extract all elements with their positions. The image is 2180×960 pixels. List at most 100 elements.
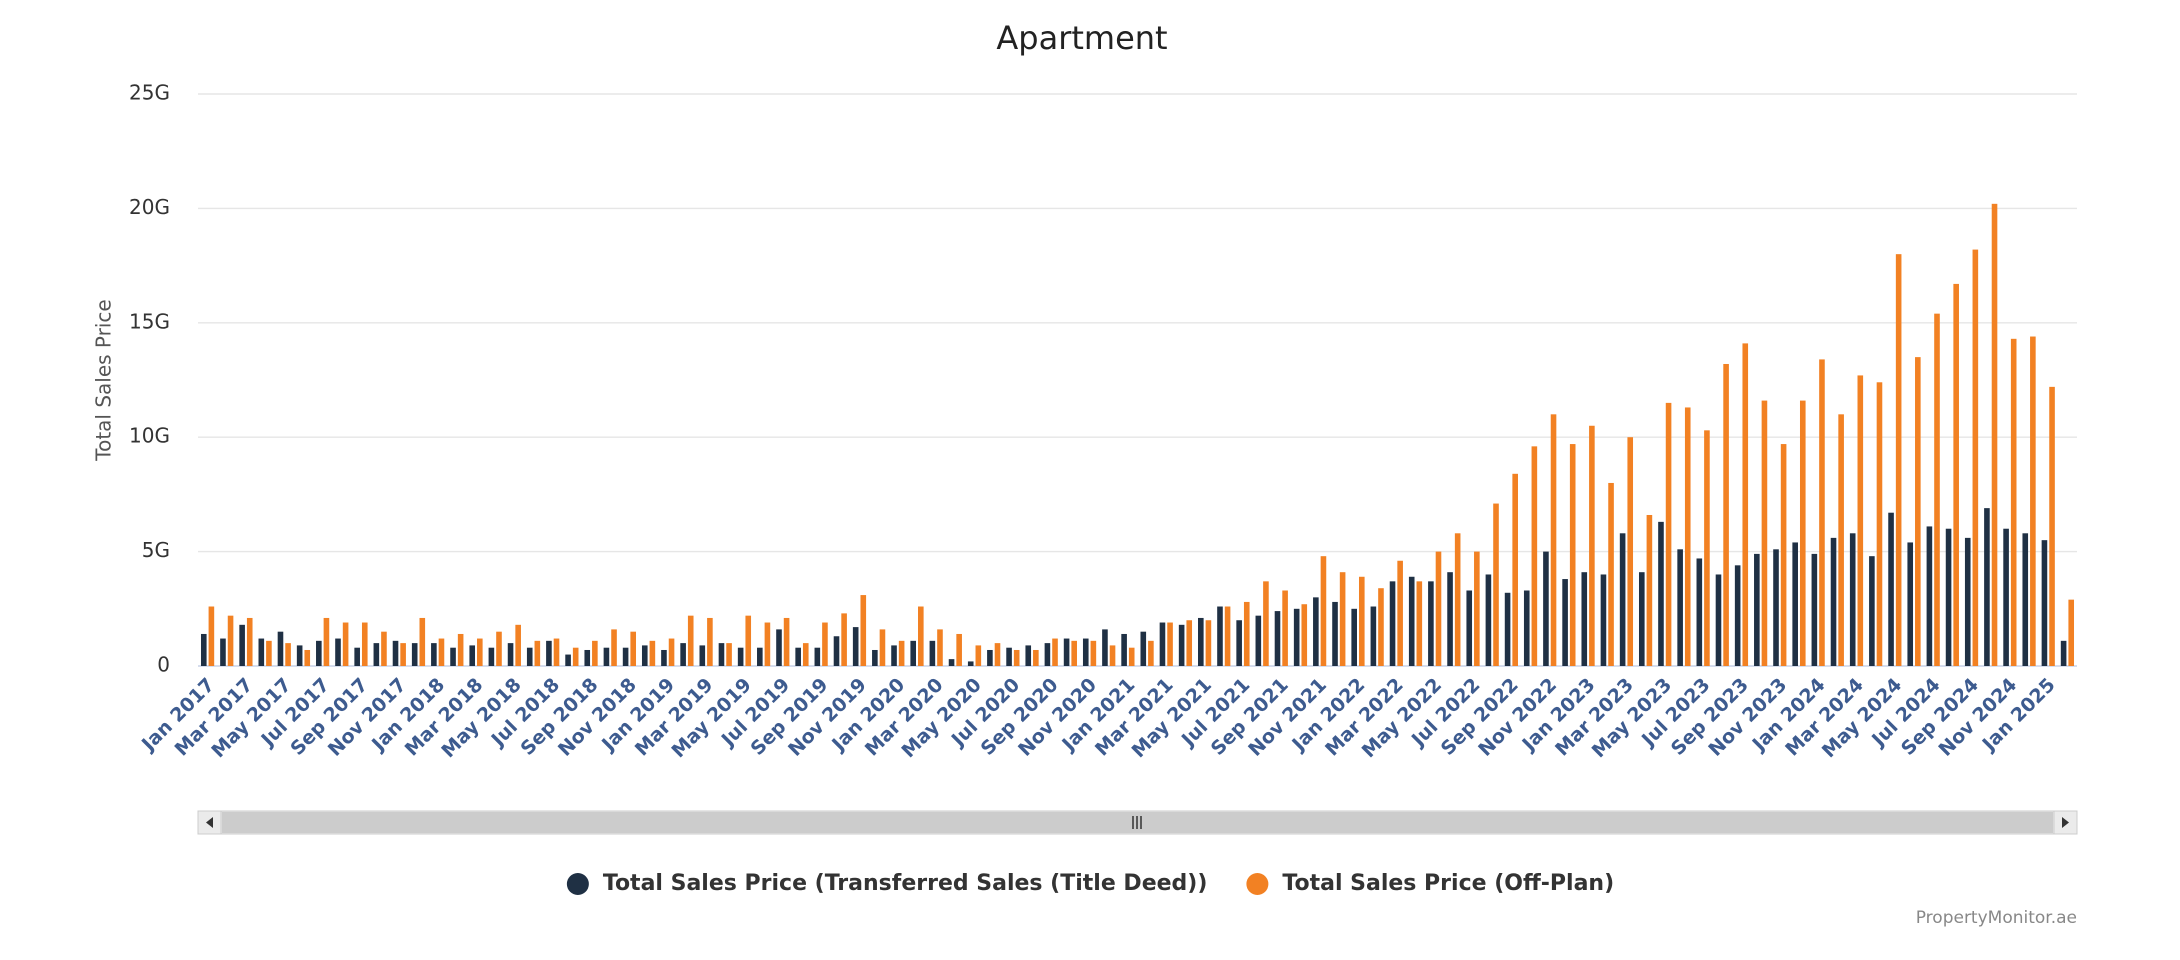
bar [891,645,897,666]
legend-item[interactable]: Total Sales Price (Transferred Sales (Ti… [566,871,1208,896]
bar [1734,565,1741,666]
bar [1869,556,1875,666]
bar [1148,640,1154,666]
bar [1370,606,1377,666]
bar [1504,592,1511,666]
bar [1052,638,1058,666]
bar [622,647,629,666]
bar [1581,572,1588,666]
bar [1972,249,1979,667]
bar [687,615,694,666]
bar [910,640,917,666]
bar [1408,576,1415,666]
bar [1819,359,1825,666]
bar [649,640,656,666]
bar [1301,604,1308,666]
scrollbar[interactable] [197,810,2078,835]
bar [1454,533,1461,666]
bar [879,629,886,666]
bar [1263,581,1269,666]
bar [323,617,330,666]
bar [1608,482,1614,666]
bar [1600,574,1607,666]
bar [1945,528,1952,666]
bar [1033,649,1039,666]
bar [258,638,265,666]
bar [296,645,303,666]
bar [1282,590,1288,666]
bar [833,636,840,666]
bar [469,645,476,666]
bar [515,624,521,666]
bar [1044,643,1051,666]
bar [1677,549,1683,666]
legend-item[interactable]: Total Sales Price (Off-Plan) [1246,871,1614,896]
bar [1236,620,1242,666]
bar [584,649,591,666]
bar [565,654,571,666]
y-tick-label: 25G [129,81,170,105]
bar [967,661,974,666]
bar [764,622,771,666]
bar [1416,581,1423,666]
y-axis-title: Total Sales Price [92,299,116,461]
bar [841,613,847,666]
bar [419,617,426,666]
bar [438,638,445,666]
bar [975,645,982,666]
bar [611,629,617,666]
bar [1378,588,1384,666]
bar [1658,521,1664,666]
bar [526,647,533,666]
bar [1715,574,1722,666]
bar [285,643,291,666]
bar [354,647,360,666]
bar [1926,526,1933,666]
bar [1358,576,1365,666]
y-tick-label: 5G [142,538,170,562]
left-arrow [206,817,213,828]
bar [2030,336,2036,666]
bar [2010,338,2017,666]
bar [1466,590,1473,666]
bar [1063,638,1070,666]
bar [1589,425,1595,666]
bar [918,606,924,666]
bar [2049,386,2055,666]
bar [507,643,514,666]
bar [1550,414,1557,666]
bar [1895,254,1902,666]
bar [1447,572,1453,666]
bar [2041,540,2048,666]
bar [1351,608,1357,666]
bar [1332,601,1338,666]
bar [1849,533,1856,666]
bar [239,624,245,666]
bar [373,643,380,666]
bar [1205,620,1212,666]
bar [699,645,706,666]
legend-marker [1246,873,1269,895]
bar [1313,597,1319,666]
bar [1485,574,1492,666]
bar [496,631,502,666]
bar [994,643,1001,666]
bar [572,647,579,666]
bar [737,647,744,666]
bar [1888,512,1894,666]
bar [776,629,782,666]
bar [872,649,878,666]
bar [1198,617,1204,666]
bar [1811,553,1818,666]
bar [1128,647,1135,666]
legend-label: Total Sales Price (Off-Plan) [1282,871,1614,896]
bar [1696,558,1703,666]
legend-label: Total Sales Price (Transferred Sales (Ti… [603,871,1208,896]
bar [1543,551,1549,666]
bar [227,615,234,666]
bar [1646,514,1653,666]
y-tick-label: 10G [129,424,170,448]
bar [1876,382,1883,666]
bar [1159,622,1166,666]
